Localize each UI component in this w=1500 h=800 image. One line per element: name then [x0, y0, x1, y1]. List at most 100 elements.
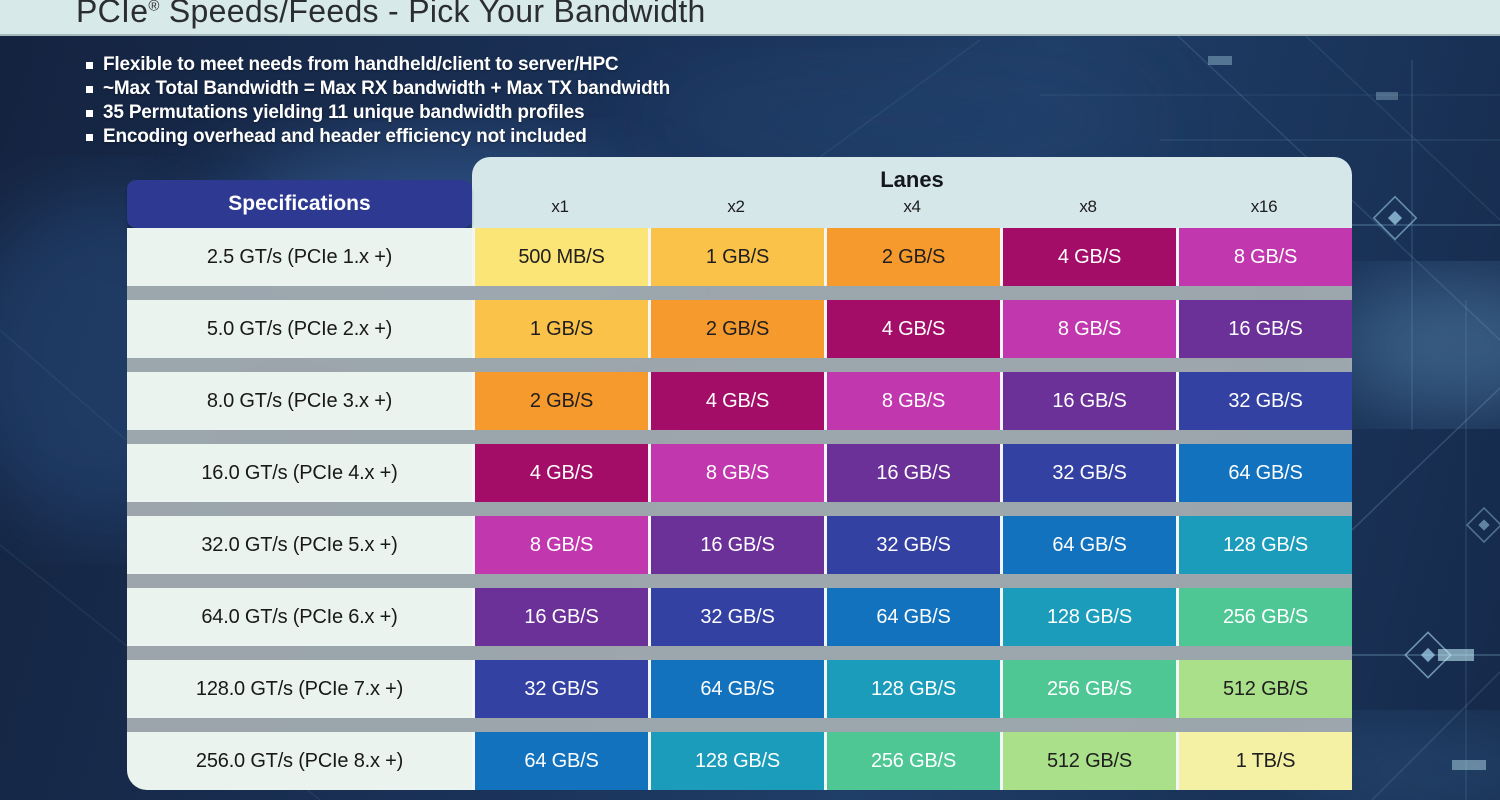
bandwidth-cell: 512 GB/S — [1179, 660, 1352, 718]
registered-mark: ® — [148, 0, 160, 15]
title-band: PCIe® Speeds/Feeds - Pick Your Bandwidth — [0, 0, 1500, 36]
bandwidth-cell: 64 GB/S — [1003, 516, 1176, 574]
bandwidth-cell: 1 GB/S — [651, 228, 824, 286]
bullet-item: ~Max Total Bandwidth = Max RX bandwidth … — [86, 77, 670, 101]
bandwidth-cell: 4 GB/S — [827, 300, 1000, 358]
bullet-square-icon — [86, 61, 93, 69]
spec-cell: 2.5 GT/s (PCIe 1.x +) — [127, 228, 472, 286]
row-separator — [127, 430, 1352, 444]
table-row: 2.5 GT/s (PCIe 1.x +) 500 MB/S 1 GB/S 2 … — [127, 228, 1352, 286]
lane-cells: 32 GB/S 64 GB/S 128 GB/S 256 GB/S 512 GB… — [472, 660, 1352, 718]
bandwidth-cell: 8 GB/S — [1179, 228, 1352, 286]
bullet-text: Flexible to meet needs from handheld/cli… — [103, 54, 619, 75]
bandwidth-cell: 64 GB/S — [651, 660, 824, 718]
bandwidth-cell: 1 TB/S — [1179, 732, 1352, 790]
bandwidth-cell: 8 GB/S — [1003, 300, 1176, 358]
lane-column-header: x1 — [551, 197, 569, 216]
bandwidth-cell: 16 GB/S — [651, 516, 824, 574]
spec-cell: 5.0 GT/s (PCIe 2.x +) — [127, 300, 472, 358]
bandwidth-cell: 128 GB/S — [827, 660, 1000, 718]
bandwidth-cell: 256 GB/S — [1003, 660, 1176, 718]
lane-column-header: x16 — [1250, 197, 1278, 216]
bandwidth-cell: 1 GB/S — [475, 300, 648, 358]
lane-column-header: x8 — [1079, 197, 1097, 216]
bandwidth-cell: 4 GB/S — [651, 372, 824, 430]
bullet-square-icon — [86, 85, 93, 93]
bandwidth-cell: 32 GB/S — [1179, 372, 1352, 430]
bullet-text: ~Max Total Bandwidth = Max RX bandwidth … — [103, 78, 671, 99]
title-rest: Speeds/Feeds - Pick Your Bandwidth — [159, 0, 706, 29]
lane-cells: 64 GB/S 128 GB/S 256 GB/S 512 GB/S 1 TB/… — [472, 732, 1352, 790]
bandwidth-cell: 32 GB/S — [827, 516, 1000, 574]
bandwidth-cell: 2 GB/S — [827, 228, 1000, 286]
bullet-text: 35 Permutations yielding 11 unique bandw… — [103, 102, 585, 123]
bandwidth-cell: 64 GB/S — [475, 732, 648, 790]
bandwidth-cell: 16 GB/S — [1003, 372, 1176, 430]
bandwidth-cell: 4 GB/S — [1003, 228, 1176, 286]
bandwidth-cell: 64 GB/S — [827, 588, 1000, 646]
table-row: 128.0 GT/s (PCIe 7.x +) 32 GB/S 64 GB/S … — [127, 660, 1352, 718]
table-row: 8.0 GT/s (PCIe 3.x +) 2 GB/S 4 GB/S 8 GB… — [127, 372, 1352, 430]
bandwidth-cell: 128 GB/S — [1179, 516, 1352, 574]
lane-column-header: x4 — [903, 197, 921, 216]
bandwidth-cell: 16 GB/S — [827, 444, 1000, 502]
bandwidth-cell: 8 GB/S — [827, 372, 1000, 430]
title-brand: PCIe — [76, 0, 149, 29]
lanes-group-header: Lanes — [880, 167, 944, 192]
lane-cells: 500 MB/S 1 GB/S 2 GB/S 4 GB/S 8 GB/S — [472, 228, 1352, 286]
page-title: PCIe® Speeds/Feeds - Pick Your Bandwidth — [76, 0, 706, 30]
bandwidth-cell: 64 GB/S — [1179, 444, 1352, 502]
bandwidth-cell: 256 GB/S — [1179, 588, 1352, 646]
table-row: 16.0 GT/s (PCIe 4.x +) 4 GB/S 8 GB/S 16 … — [127, 444, 1352, 502]
bandwidth-cell: 4 GB/S — [475, 444, 648, 502]
bandwidth-cell: 8 GB/S — [475, 516, 648, 574]
row-separator — [127, 574, 1352, 588]
bandwidth-cell: 32 GB/S — [475, 660, 648, 718]
bullet-text: Encoding overhead and header efficiency … — [103, 126, 587, 147]
table-row: 32.0 GT/s (PCIe 5.x +) 8 GB/S 16 GB/S 32… — [127, 516, 1352, 574]
bandwidth-table: Lanes x1 x2 x4 x8 x16 Specifications 2.5… — [127, 157, 1352, 790]
bullet-square-icon — [86, 109, 93, 117]
bandwidth-cell: 2 GB/S — [651, 300, 824, 358]
lane-cells: 4 GB/S 8 GB/S 16 GB/S 32 GB/S 64 GB/S — [472, 444, 1352, 502]
spec-cell: 16.0 GT/s (PCIe 4.x +) — [127, 444, 472, 502]
bandwidth-cell: 2 GB/S — [475, 372, 648, 430]
spec-cell: 256.0 GT/s (PCIe 8.x +) — [127, 732, 472, 790]
row-separator — [127, 286, 1352, 300]
table-row: 256.0 GT/s (PCIe 8.x +) 64 GB/S 128 GB/S… — [127, 732, 1352, 790]
spec-cell: 8.0 GT/s (PCIe 3.x +) — [127, 372, 472, 430]
row-separator — [127, 718, 1352, 732]
bullet-list: Flexible to meet needs from handheld/cli… — [86, 53, 670, 149]
bandwidth-cell: 32 GB/S — [651, 588, 824, 646]
bandwidth-cell: 512 GB/S — [1003, 732, 1176, 790]
specifications-header: Specifications — [127, 180, 472, 228]
lane-cells: 8 GB/S 16 GB/S 32 GB/S 64 GB/S 128 GB/S — [472, 516, 1352, 574]
lane-cells: 2 GB/S 4 GB/S 8 GB/S 16 GB/S 32 GB/S — [472, 372, 1352, 430]
table-body: 2.5 GT/s (PCIe 1.x +) 500 MB/S 1 GB/S 2 … — [127, 228, 1352, 790]
bandwidth-cell: 256 GB/S — [827, 732, 1000, 790]
bandwidth-cell: 500 MB/S — [475, 228, 648, 286]
spec-cell: 32.0 GT/s (PCIe 5.x +) — [127, 516, 472, 574]
row-separator — [127, 502, 1352, 516]
bandwidth-cell: 16 GB/S — [1179, 300, 1352, 358]
bandwidth-cell: 16 GB/S — [475, 588, 648, 646]
bandwidth-cell: 128 GB/S — [1003, 588, 1176, 646]
table-row: 64.0 GT/s (PCIe 6.x +) 16 GB/S 32 GB/S 6… — [127, 588, 1352, 646]
bullet-item: Encoding overhead and header efficiency … — [86, 125, 670, 149]
lane-cells: 1 GB/S 2 GB/S 4 GB/S 8 GB/S 16 GB/S — [472, 300, 1352, 358]
spec-cell: 128.0 GT/s (PCIe 7.x +) — [127, 660, 472, 718]
bullet-item: 35 Permutations yielding 11 unique bandw… — [86, 101, 670, 125]
table-row: 5.0 GT/s (PCIe 2.x +) 1 GB/S 2 GB/S 4 GB… — [127, 300, 1352, 358]
row-separator — [127, 646, 1352, 660]
bullet-square-icon — [86, 133, 93, 141]
spec-cell: 64.0 GT/s (PCIe 6.x +) — [127, 588, 472, 646]
lane-column-header: x2 — [727, 197, 745, 216]
bullet-item: Flexible to meet needs from handheld/cli… — [86, 53, 670, 77]
bandwidth-cell: 128 GB/S — [651, 732, 824, 790]
bandwidth-cell: 32 GB/S — [1003, 444, 1176, 502]
row-separator — [127, 358, 1352, 372]
bandwidth-cell: 8 GB/S — [651, 444, 824, 502]
lanes-header-panel: Lanes x1 x2 x4 x8 x16 — [472, 157, 1352, 228]
lane-cells: 16 GB/S 32 GB/S 64 GB/S 128 GB/S 256 GB/… — [472, 588, 1352, 646]
